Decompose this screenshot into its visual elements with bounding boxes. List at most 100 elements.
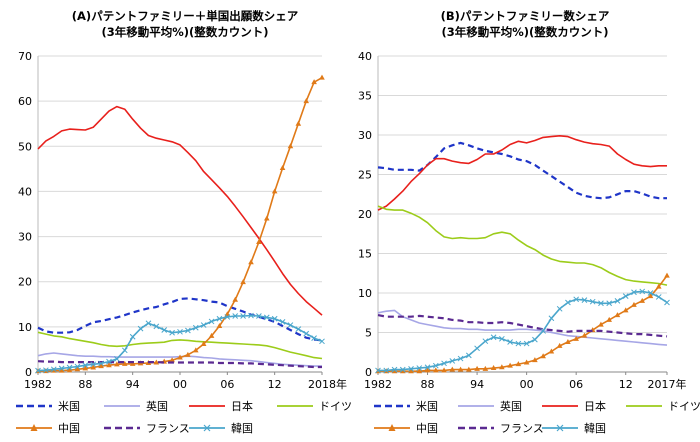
legend-item-kr: 韓国 — [187, 420, 253, 436]
legend-a: 米国 英国 日本 ドイツ 中国 フランス 韓国 — [14, 398, 352, 438]
chart-a-point-kr — [82, 362, 89, 369]
chart-b-point-kr — [622, 293, 629, 300]
chart-a-point-kr — [145, 320, 152, 327]
chart-b-point-kr — [408, 365, 414, 372]
chart-b-point-kr — [507, 339, 513, 345]
chart-a-point-cn — [177, 354, 183, 360]
legend-label-de: ドイツ — [319, 400, 352, 413]
chart-a-series-jp — [37, 105, 323, 316]
chart-b-point-cn — [614, 312, 621, 318]
chart-b-line-us — [377, 141, 667, 200]
chart-a-point-kr — [192, 324, 199, 331]
chart-b-point-kr — [614, 298, 621, 304]
chart-a-point-kr — [169, 329, 175, 336]
chart-a-line-fr — [37, 360, 322, 369]
chart-b-point-cn — [540, 353, 546, 359]
chart-a-point-cn — [303, 98, 310, 104]
legend-swatch-us — [16, 404, 52, 408]
chart-a-point-kr — [137, 325, 144, 332]
chart-a-point-cn — [129, 360, 136, 366]
chart-b-x-tick-label: 06 — [569, 378, 583, 391]
chart-b-point-cn — [416, 368, 423, 374]
chart-a-point-cn — [319, 74, 325, 80]
chart-b-point-kr — [482, 338, 489, 345]
chart-b-point-cn — [499, 364, 505, 370]
chart-b-line-fr — [377, 314, 668, 338]
chart-a-series-kr — [35, 312, 325, 374]
chart-a-point-kr — [114, 356, 120, 362]
chart-b-point-cn — [482, 365, 489, 371]
chart-b-point-kr — [556, 305, 563, 312]
chart-b-point-kr — [391, 366, 398, 373]
chart-a-y-tick-label: 10 — [18, 321, 32, 334]
legend-label-uk: 英国 — [500, 400, 522, 413]
chart-b-point-cn — [391, 368, 398, 374]
chart-b-point-cn — [507, 362, 513, 368]
chart-b-series-jp — [377, 135, 667, 211]
chart-a-title-block: (A)パテントファミリー＋単国出願数シェア (3年移動平均%)(整数カウント) — [30, 8, 340, 40]
chart-b-line-de — [377, 205, 668, 286]
chart-b-point-cn — [565, 338, 571, 344]
chart-b-point-kr — [523, 340, 530, 347]
legend-item-de: ドイツ — [275, 398, 352, 414]
legend-label-kr: 韓国 — [231, 422, 253, 435]
chart-a-point-cn — [200, 341, 207, 347]
chart-b-point-kr — [416, 365, 423, 371]
chart-b-point-kr — [664, 299, 670, 306]
chart-b-point-cn — [581, 332, 588, 338]
chart-b-point-kr — [573, 296, 580, 303]
chart-a-point-kr — [240, 313, 246, 319]
chart-b-point-cn — [523, 359, 530, 365]
chart-a-subtitle: (3年移動平均%)(整数カウント) — [101, 25, 269, 39]
chart-b-point-kr — [465, 352, 472, 359]
chart-b-point-cn — [408, 368, 414, 374]
chart-b-point-kr — [424, 364, 431, 371]
chart-b-point-cn — [424, 367, 431, 373]
chart-a-point-kr — [263, 314, 270, 321]
chart-a-point-kr — [43, 367, 49, 374]
chart-a-point-cn — [192, 347, 199, 353]
chart-b-y-tick-label: 0 — [365, 366, 372, 379]
chart-b-point-cn — [441, 367, 447, 373]
chart-a-y-tick-label: 40 — [18, 185, 32, 198]
chart-b-series-cn — [375, 272, 670, 374]
legend-label-us: 米国 — [58, 400, 80, 413]
chart-b-point-cn — [622, 307, 629, 313]
legend-swatch-uk — [104, 405, 140, 407]
chart-a-point-kr — [287, 322, 294, 328]
legend-item-us: 米国 — [14, 398, 80, 414]
chart-b-point-kr — [399, 366, 406, 373]
legend-swatch-jp — [542, 405, 578, 407]
chart-b-y-tick-label: 40 — [358, 50, 372, 63]
chart-a-point-cn — [90, 364, 97, 370]
chart-b-point-kr — [565, 299, 571, 306]
chart-b-point-cn — [399, 368, 406, 374]
chart-b-point-kr — [449, 358, 456, 364]
legend-label-kr: 韓国 — [584, 422, 606, 435]
chart-a-point-kr — [153, 323, 160, 330]
chart-a-point-cn — [98, 363, 104, 369]
legend-label-cn: 中国 — [416, 422, 438, 435]
chart-a-point-kr — [200, 322, 207, 328]
chart-a-point-kr — [129, 333, 136, 340]
chart-a-point-kr — [208, 318, 215, 325]
chart-a-x-tick-label: 1982 — [24, 378, 52, 391]
chart-b-point-kr — [606, 300, 613, 307]
chart-b-y-tick-label: 15 — [358, 248, 372, 261]
chart-b-x-tick-label: 88 — [421, 378, 435, 391]
chart-a-y-tick-label: 20 — [18, 276, 32, 289]
chart-b-subtitle: (3年移動平均%)(整数カウント) — [441, 25, 609, 39]
legend-label-uk: 英国 — [146, 400, 168, 413]
chart-b-point-kr — [474, 345, 480, 352]
chart-b-x-tick-label: 2017年 — [648, 377, 687, 391]
chart-a-point-kr — [224, 314, 231, 320]
chart-a-point-kr — [177, 328, 183, 335]
chart-a-point-cn — [185, 351, 191, 357]
chart-a-point-cn — [82, 365, 89, 371]
chart-a-point-kr — [58, 365, 65, 372]
chart-b-point-cn — [466, 366, 472, 372]
chart-a-point-cn — [256, 238, 262, 244]
chart-a-x-tick-label: 12 — [268, 378, 282, 391]
chart-a-point-kr — [271, 315, 278, 322]
